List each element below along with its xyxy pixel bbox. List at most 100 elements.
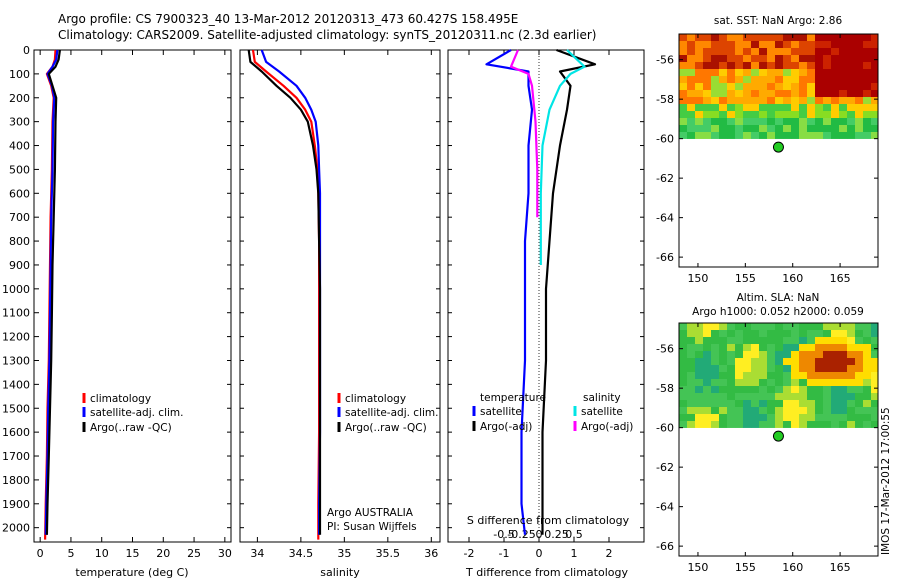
series-line-sal_satellite — [539, 49, 586, 265]
map-cell — [759, 358, 768, 366]
map-cell — [751, 90, 760, 98]
map-cell — [847, 421, 856, 428]
map-cell — [807, 358, 816, 366]
map-cell — [679, 55, 688, 63]
map-cell — [791, 118, 800, 126]
map-cell — [807, 351, 816, 359]
series-line-satellite — [44, 49, 59, 535]
map-cell — [775, 358, 784, 366]
map-cell — [831, 421, 840, 428]
map-cell — [815, 111, 824, 119]
map-cell — [815, 414, 824, 422]
map-cell — [759, 386, 768, 394]
map-cell — [871, 337, 879, 345]
title-line-2: Climatology: CARS2009. Satellite-adjuste… — [58, 28, 596, 42]
map-cell — [815, 358, 824, 366]
map-cell — [847, 132, 856, 139]
map-cell — [687, 97, 696, 105]
map-cell — [695, 62, 704, 70]
map-cell — [759, 104, 768, 112]
map-cell — [743, 111, 752, 119]
map-cell — [823, 400, 832, 408]
map-cell — [807, 118, 816, 126]
map-cell — [839, 351, 848, 359]
map-cell — [855, 132, 864, 139]
map-cell — [863, 365, 872, 373]
map-cell — [703, 379, 712, 387]
map-cell — [775, 48, 784, 56]
map-cell — [775, 132, 784, 139]
map-cell — [871, 330, 879, 338]
map-cell — [847, 34, 856, 42]
map-cell — [759, 111, 768, 119]
map-cell — [855, 365, 864, 373]
map-cell — [703, 118, 712, 126]
map-cell — [735, 372, 744, 380]
map-cell — [855, 386, 864, 394]
map-cell — [831, 34, 840, 42]
map-cell — [727, 365, 736, 373]
map-cell — [831, 132, 840, 139]
map-cell — [847, 358, 856, 366]
map-cell — [855, 97, 864, 105]
map-cell — [855, 83, 864, 91]
map-cell — [791, 83, 800, 91]
map-cell — [743, 400, 752, 408]
y-tick-label: 500 — [9, 163, 30, 176]
map-cell — [711, 365, 720, 373]
y-tick-label: 100 — [9, 68, 30, 81]
map-cell — [695, 55, 704, 63]
map-cell — [847, 337, 856, 345]
map-cell — [751, 55, 760, 63]
y-tick-label: 400 — [9, 140, 30, 153]
map-cell — [783, 414, 792, 422]
map-cell — [719, 83, 728, 91]
map-cell — [871, 323, 879, 331]
map-cell — [871, 34, 879, 42]
map-cell — [719, 48, 728, 56]
map-cell — [815, 393, 824, 401]
map-cell — [823, 118, 832, 126]
map-cell — [727, 421, 736, 428]
map-cell — [831, 323, 840, 331]
map-cell — [839, 358, 848, 366]
map-cell — [807, 323, 816, 331]
map-cell — [767, 400, 776, 408]
map-cell — [703, 111, 712, 119]
map-cell — [823, 62, 832, 70]
map-cell — [815, 62, 824, 70]
sst-map-axes: -56 -58 -60 -62 -64 -66 150 155 160 165 — [656, 34, 878, 285]
map-cell — [831, 386, 840, 394]
x-tick-label: 36 — [424, 547, 438, 560]
map-cell — [783, 118, 792, 126]
map-cell — [775, 55, 784, 63]
map-cell — [775, 393, 784, 401]
map-cell — [711, 386, 720, 394]
x-tick-label: 1 — [571, 547, 578, 560]
map-cell — [831, 111, 840, 119]
map-cell — [791, 97, 800, 105]
map-cell — [775, 407, 784, 415]
map-cell — [727, 407, 736, 415]
temperature-x-axis: 0 5 10 15 20 25 30 — [37, 50, 232, 560]
map-cell — [799, 111, 808, 119]
map-cell — [783, 351, 792, 359]
map-cell — [775, 365, 784, 373]
map-cell — [839, 386, 848, 394]
map-cell — [871, 365, 879, 373]
map-cell — [687, 111, 696, 119]
map-cell — [735, 365, 744, 373]
map-cell — [743, 97, 752, 105]
map-cell — [735, 400, 744, 408]
map-cell — [815, 41, 824, 49]
map-cell — [719, 118, 728, 126]
map-cell — [871, 344, 879, 352]
map-cell — [679, 379, 688, 387]
series-line-argo — [541, 48, 597, 535]
map-cell — [863, 111, 872, 119]
map-cell — [807, 76, 816, 84]
map-cell — [831, 76, 840, 84]
map-cell — [743, 344, 752, 352]
map-cell — [807, 69, 816, 77]
map-cell — [863, 400, 872, 408]
